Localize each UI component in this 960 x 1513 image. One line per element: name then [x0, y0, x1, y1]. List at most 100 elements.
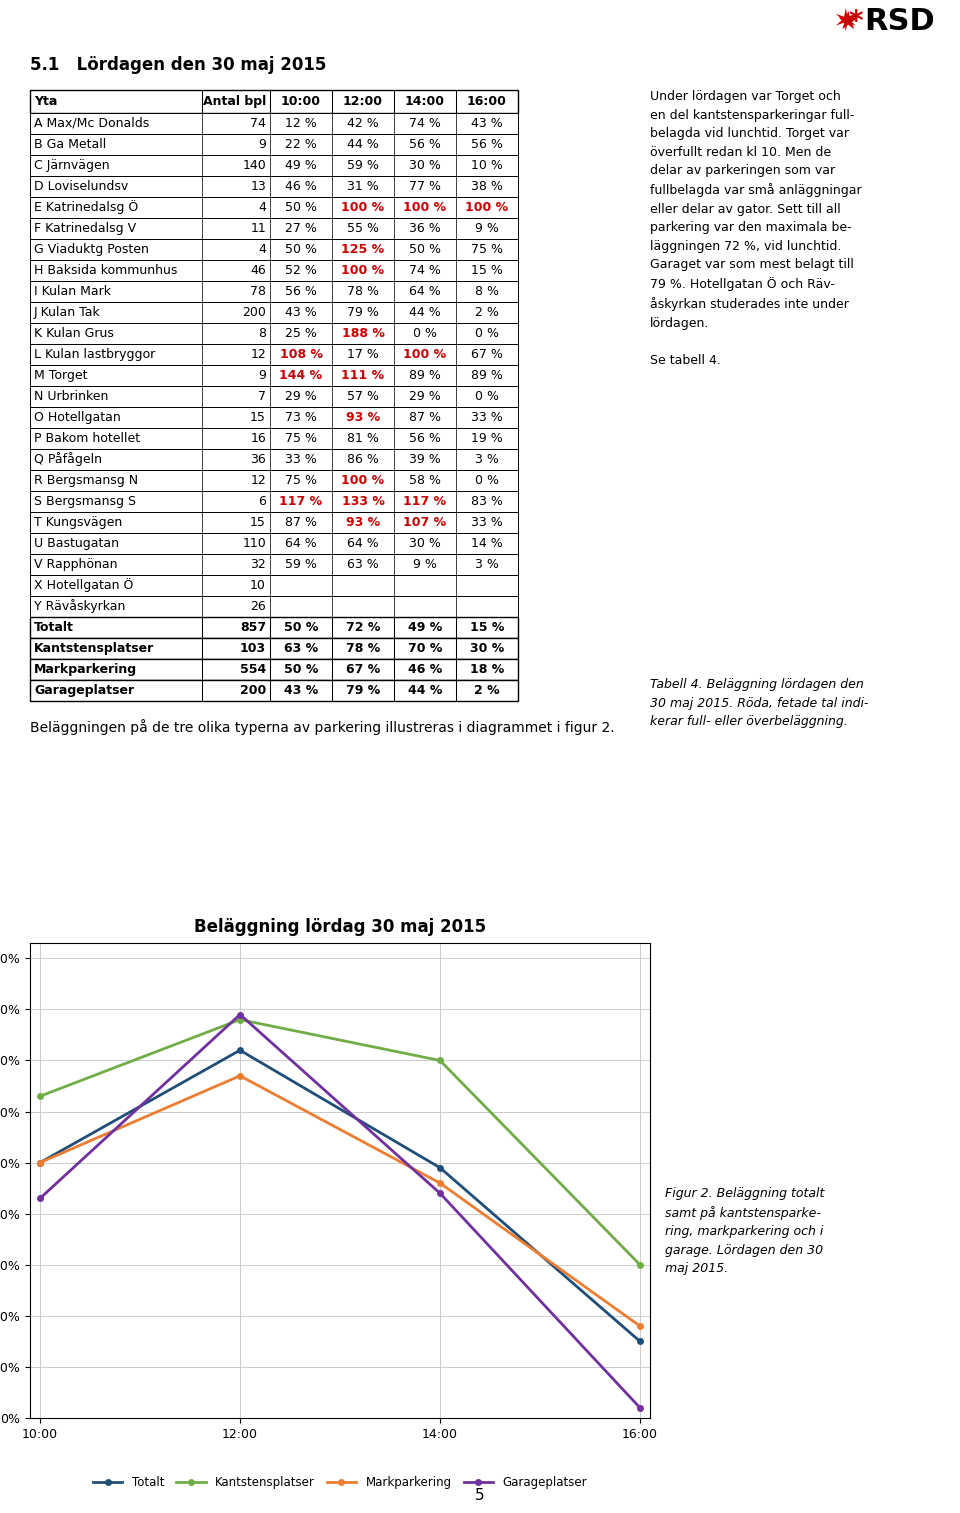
- Text: 0 %: 0 %: [475, 390, 499, 402]
- Text: 15: 15: [251, 516, 266, 530]
- Text: 0 %: 0 %: [475, 327, 499, 340]
- Text: 36 %: 36 %: [409, 222, 441, 235]
- Text: 49 %: 49 %: [408, 620, 443, 634]
- Text: K Kulan Grus: K Kulan Grus: [34, 327, 114, 340]
- Markparkering: [635, 1316, 646, 1334]
- Text: 100 %: 100 %: [342, 201, 385, 213]
- Text: F Katrinedalsg V: F Katrinedalsg V: [34, 222, 136, 235]
- Text: 9 %: 9 %: [475, 222, 499, 235]
- Text: S Bergsmansg S: S Bergsmansg S: [34, 495, 136, 508]
- Text: 81 %: 81 %: [348, 433, 379, 445]
- Garageplatser: [35, 1189, 46, 1207]
- Text: 74 %: 74 %: [409, 263, 441, 277]
- Garageplatser: [635, 1398, 646, 1416]
- Text: 39 %: 39 %: [409, 452, 441, 466]
- Totalt: [35, 1153, 46, 1171]
- Text: 56 %: 56 %: [471, 138, 503, 151]
- Text: 10: 10: [251, 579, 266, 592]
- Text: 18 %: 18 %: [469, 663, 504, 676]
- Bar: [30, 281, 518, 303]
- Text: J Kulan Tak: J Kulan Tak: [34, 306, 101, 319]
- Text: 87 %: 87 %: [409, 412, 441, 424]
- Text: 86 %: 86 %: [348, 452, 379, 466]
- Bar: [30, 679, 518, 701]
- Text: N Urbrinken: N Urbrinken: [34, 390, 108, 402]
- Title: Beläggning lördag 30 maj 2015: Beläggning lördag 30 maj 2015: [194, 918, 486, 937]
- Text: 107 %: 107 %: [403, 516, 446, 530]
- Text: 4: 4: [258, 244, 266, 256]
- Text: 78: 78: [250, 284, 266, 298]
- Text: ✶: ✶: [832, 8, 857, 36]
- Text: 16: 16: [251, 433, 266, 445]
- Text: O Hotellgatan: O Hotellgatan: [34, 412, 121, 424]
- Text: 2 %: 2 %: [474, 684, 500, 697]
- Text: 14:00: 14:00: [405, 95, 445, 107]
- Bar: [30, 113, 518, 135]
- Garageplatser: [234, 1006, 246, 1024]
- Bar: [30, 322, 518, 343]
- Bar: [30, 660, 518, 679]
- Text: 27 %: 27 %: [285, 222, 317, 235]
- Bar: [30, 89, 518, 113]
- Text: RSD: RSD: [865, 8, 935, 36]
- Text: 57 %: 57 %: [347, 390, 379, 402]
- Text: 8 %: 8 %: [475, 284, 499, 298]
- Text: 79 %: 79 %: [346, 684, 380, 697]
- Bar: [30, 343, 518, 365]
- Text: 5.1   Lördagen den 30 maj 2015: 5.1 Lördagen den 30 maj 2015: [30, 56, 326, 74]
- Text: 100 %: 100 %: [403, 201, 446, 213]
- Text: 64 %: 64 %: [285, 537, 317, 551]
- Text: 12:00: 12:00: [343, 95, 383, 107]
- Text: 73 %: 73 %: [285, 412, 317, 424]
- Text: 111 %: 111 %: [342, 369, 385, 381]
- Totalt: [635, 1333, 646, 1351]
- Line: Markparkering: Markparkering: [37, 1073, 643, 1328]
- Text: Totalt: Totalt: [34, 620, 74, 634]
- Text: U Bastugatan: U Bastugatan: [34, 537, 119, 551]
- Text: 15 %: 15 %: [471, 263, 503, 277]
- Text: A Max/Mc Donalds: A Max/Mc Donalds: [34, 117, 149, 130]
- Markparkering: [234, 1067, 246, 1085]
- Text: 9: 9: [258, 369, 266, 381]
- Text: 125 %: 125 %: [342, 244, 385, 256]
- Text: Antal bpl: Antal bpl: [203, 95, 266, 107]
- Text: 75 %: 75 %: [471, 244, 503, 256]
- Text: 103: 103: [240, 642, 266, 655]
- Bar: [30, 303, 518, 322]
- Text: 11: 11: [251, 222, 266, 235]
- Text: 89 %: 89 %: [409, 369, 441, 381]
- Text: 79 %: 79 %: [348, 306, 379, 319]
- Text: Garageplatser: Garageplatser: [34, 684, 134, 697]
- Text: 75 %: 75 %: [285, 433, 317, 445]
- Text: 75 %: 75 %: [285, 474, 317, 487]
- Text: 100 %: 100 %: [466, 201, 509, 213]
- Text: 5: 5: [475, 1487, 485, 1502]
- Text: 58 %: 58 %: [409, 474, 441, 487]
- Text: 30 %: 30 %: [469, 642, 504, 655]
- Totalt: [234, 1041, 246, 1059]
- Bar: [30, 596, 518, 617]
- Text: 74 %: 74 %: [409, 117, 441, 130]
- Text: 0 %: 0 %: [475, 474, 499, 487]
- Text: 12: 12: [251, 348, 266, 362]
- Text: 33 %: 33 %: [471, 412, 503, 424]
- Text: 93 %: 93 %: [346, 412, 380, 424]
- Text: 19 %: 19 %: [471, 433, 503, 445]
- Text: 36: 36: [251, 452, 266, 466]
- Bar: [30, 492, 518, 511]
- Text: 42 %: 42 %: [348, 117, 379, 130]
- Text: 15: 15: [251, 412, 266, 424]
- Text: 50 %: 50 %: [284, 663, 318, 676]
- Text: 55 %: 55 %: [347, 222, 379, 235]
- Text: 72 %: 72 %: [346, 620, 380, 634]
- Text: 144 %: 144 %: [279, 369, 323, 381]
- Text: 12 %: 12 %: [285, 117, 317, 130]
- Bar: [30, 260, 518, 281]
- Text: 14 %: 14 %: [471, 537, 503, 551]
- Text: 77 %: 77 %: [409, 180, 441, 194]
- Text: 6: 6: [258, 495, 266, 508]
- Garageplatser: [434, 1185, 445, 1203]
- Kantstensplatser: [434, 1052, 445, 1070]
- Text: 17 %: 17 %: [348, 348, 379, 362]
- Text: M Torget: M Torget: [34, 369, 87, 381]
